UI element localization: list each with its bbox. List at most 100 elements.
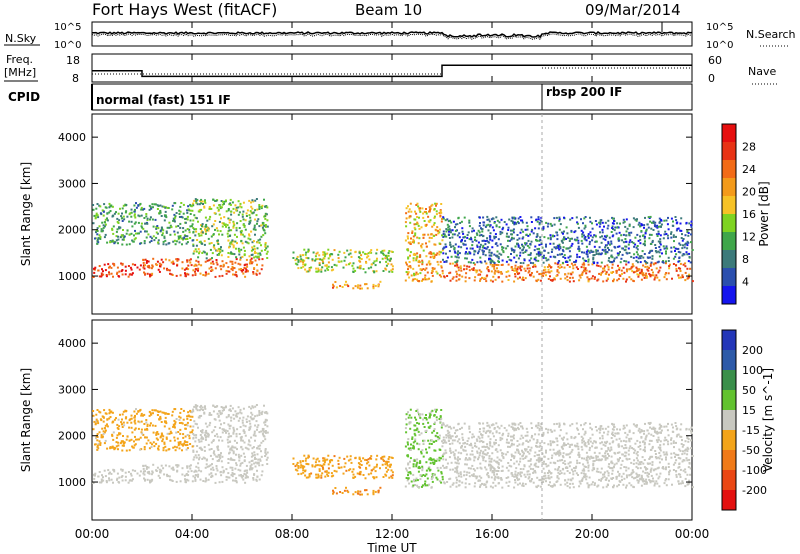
velocity-cell	[156, 438, 159, 441]
power-cell	[315, 258, 318, 261]
velocity-cell	[168, 427, 171, 430]
power-cell	[420, 269, 423, 272]
velocity-cell	[245, 418, 248, 421]
power-cell	[545, 259, 548, 262]
power-cell	[583, 263, 586, 266]
power-cell	[486, 267, 489, 270]
power-cell	[570, 262, 573, 265]
velocity-cell	[174, 421, 177, 424]
power-cell	[478, 231, 481, 234]
power-cell	[197, 267, 200, 270]
velocity-cell	[370, 469, 373, 472]
velocity-cell	[302, 469, 305, 472]
velocity-cell	[564, 463, 567, 466]
power-cell	[113, 212, 116, 215]
power-cell	[545, 274, 547, 277]
velocity-cell	[496, 473, 498, 476]
power-cell	[593, 278, 596, 280]
velocity-cell	[431, 480, 434, 483]
velocity-cell	[181, 422, 184, 425]
velocity-cell	[181, 449, 183, 452]
power-cell	[405, 225, 408, 228]
velocity-cell	[193, 434, 196, 437]
power-cell	[508, 218, 511, 221]
power-cell	[642, 256, 645, 259]
velocity-cell	[98, 431, 101, 434]
power-cell	[568, 250, 571, 253]
power-cell	[146, 222, 149, 225]
power-cell	[386, 258, 389, 261]
power-cell	[256, 263, 258, 266]
power-cell	[670, 231, 673, 234]
velocity-cell	[679, 476, 682, 478]
velocity-cell	[436, 478, 439, 481]
velocity-cell	[523, 473, 526, 476]
power-cell	[634, 270, 637, 273]
power-cell	[254, 250, 256, 253]
velocity-cell	[225, 405, 227, 408]
velocity-cell	[180, 421, 183, 424]
power-cell	[121, 238, 124, 241]
velocity-cell	[519, 437, 522, 440]
velocity-cell	[168, 475, 171, 478]
velocity-cell	[134, 443, 137, 446]
velocity-cell	[123, 424, 126, 427]
power-cell	[496, 219, 499, 222]
velocity-cell	[242, 424, 245, 427]
power-cell	[475, 239, 478, 242]
velocity-cell	[120, 476, 123, 479]
power-cell	[425, 212, 428, 215]
velocity-cell	[112, 481, 114, 484]
velocity-cell	[264, 449, 267, 452]
power-cell	[611, 227, 614, 229]
power-cell	[177, 258, 180, 261]
velocity-cell	[231, 466, 234, 469]
power-cell	[421, 263, 424, 266]
velocity-cell	[165, 437, 168, 440]
power-cell	[194, 270, 196, 273]
power-cell	[408, 216, 411, 219]
velocity-cell	[315, 464, 318, 467]
power-cell	[474, 236, 477, 239]
power-cell	[539, 219, 542, 222]
power-cell	[571, 271, 574, 274]
power-cell	[558, 218, 561, 221]
velocity-cell	[143, 477, 145, 480]
power-cell	[549, 279, 552, 282]
velocity-cell	[184, 427, 187, 430]
velocity-cell	[674, 456, 676, 458]
power-cell	[377, 285, 380, 288]
velocity-cell	[146, 471, 149, 474]
power-cell	[176, 264, 179, 267]
velocity-cell	[97, 475, 100, 478]
velocity-cell	[104, 475, 107, 478]
power-cell	[668, 263, 671, 266]
power-cell	[489, 238, 492, 241]
velocity-cell	[347, 459, 350, 462]
velocity-cell	[549, 481, 551, 484]
velocity-cell	[245, 475, 248, 478]
power-cell	[663, 219, 666, 222]
power-cell	[474, 269, 477, 272]
power-cell	[155, 236, 158, 239]
velocity-cell	[628, 482, 631, 485]
power-cell	[208, 242, 211, 245]
power-cell	[481, 230, 484, 233]
power-cell	[405, 217, 408, 220]
power-cell	[321, 266, 324, 269]
power-cell	[456, 265, 459, 268]
power-cell	[164, 239, 167, 242]
power-cell	[485, 280, 488, 283]
velocity-cell	[465, 474, 468, 476]
velocity-cell	[261, 470, 264, 473]
velocity-cell	[142, 414, 144, 417]
power-cell	[638, 221, 641, 224]
power-cell	[603, 265, 606, 268]
power-cell	[603, 269, 606, 272]
velocity-cell	[239, 411, 242, 414]
velocity-cell	[231, 445, 234, 448]
power-cell	[164, 258, 167, 261]
power-cell	[583, 251, 586, 254]
power-cell	[199, 200, 202, 202]
power-cell	[207, 237, 210, 240]
